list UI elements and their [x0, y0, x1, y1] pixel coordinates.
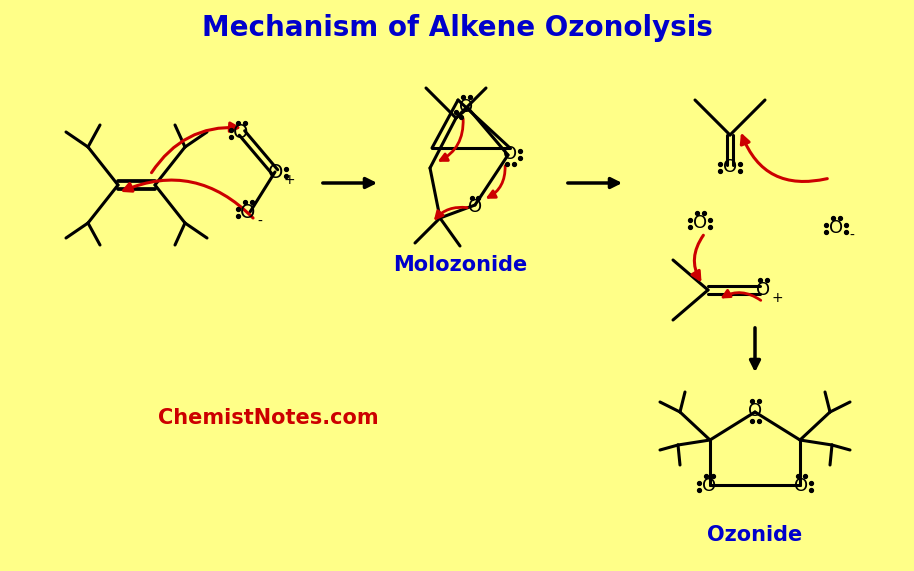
Text: Molozonide: Molozonide — [393, 255, 527, 275]
Text: O: O — [269, 163, 283, 182]
Text: O: O — [240, 203, 256, 222]
Text: +: + — [771, 291, 782, 305]
Text: O: O — [829, 219, 843, 237]
Text: O: O — [503, 145, 517, 163]
Text: Mechanism of Alkene Ozonolysis: Mechanism of Alkene Ozonolysis — [202, 14, 712, 42]
Text: O: O — [748, 402, 762, 420]
Text: O: O — [723, 158, 737, 176]
Text: O: O — [693, 214, 707, 232]
Text: O: O — [702, 477, 716, 495]
Text: ChemistNotes.com: ChemistNotes.com — [158, 408, 378, 428]
Text: O: O — [468, 198, 482, 216]
Text: Ozonide: Ozonide — [707, 525, 802, 545]
Text: O: O — [233, 123, 249, 143]
Text: -: - — [849, 229, 855, 243]
Text: O: O — [794, 477, 808, 495]
Text: O: O — [459, 98, 473, 116]
Text: O: O — [756, 281, 771, 299]
Text: +: + — [283, 173, 295, 187]
Text: -: - — [258, 215, 262, 229]
